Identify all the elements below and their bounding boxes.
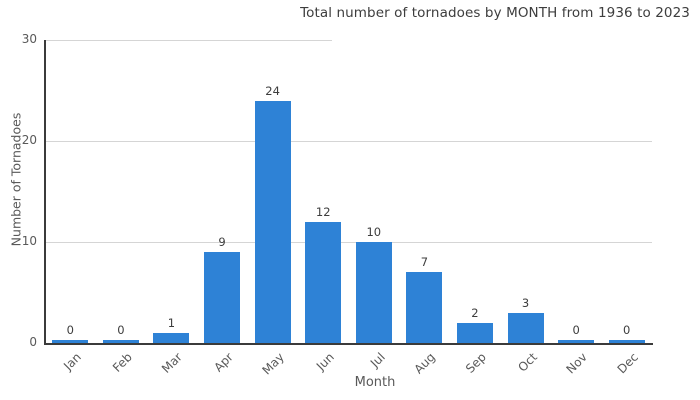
value-label: 0 <box>117 323 125 337</box>
bar-apr <box>204 252 241 343</box>
y-axis-line <box>44 40 46 345</box>
x-tick-label: Feb <box>109 350 135 375</box>
x-tick-label: Dec <box>614 350 641 377</box>
y-tick-label: 0 <box>29 335 37 349</box>
gridline <box>45 141 652 142</box>
x-tick-label: Nov <box>563 350 591 377</box>
x-tick-label: Oct <box>514 350 540 375</box>
x-tick-label: May <box>259 350 287 378</box>
value-label: 3 <box>521 295 530 310</box>
value-label: 0 <box>572 323 580 337</box>
x-tick-label: Apr <box>211 350 236 375</box>
bar-mar <box>153 332 190 343</box>
value-label: 1 <box>167 315 176 330</box>
bar-jun <box>305 221 342 343</box>
x-tick-label: Jun <box>313 350 338 374</box>
bar-nov <box>558 340 595 343</box>
value-label: 0 <box>623 323 631 337</box>
value-label: 24 <box>265 83 280 98</box>
x-axis-line <box>44 343 653 345</box>
x-tick-label: Mar <box>159 350 186 376</box>
value-label: 2 <box>471 305 479 320</box>
value-label: 7 <box>420 255 429 270</box>
value-label: 10 <box>366 225 382 239</box>
bar-feb <box>102 340 139 343</box>
bar-jul <box>355 242 392 343</box>
bar-aug <box>406 272 443 343</box>
bar-jan <box>52 340 89 343</box>
x-tick-label: Jul <box>367 350 388 371</box>
bar-oct <box>507 312 544 343</box>
bar-dec <box>608 340 645 343</box>
value-label: 9 <box>218 235 226 250</box>
chart-title: Total number of tornadoes by MONTH from … <box>300 5 690 21</box>
y-tick-label: 10 <box>21 234 37 248</box>
x-tick-label: Sep <box>462 350 489 376</box>
bar-may <box>254 100 291 343</box>
x-axis-label: Month <box>354 375 396 390</box>
gridline <box>45 242 652 243</box>
y-tick-label: 30 <box>21 32 37 46</box>
value-label: 0 <box>66 323 74 337</box>
bar-sep <box>456 322 493 343</box>
gridline <box>45 40 332 41</box>
value-label: 12 <box>315 204 331 219</box>
x-tick-label: Aug <box>411 350 439 377</box>
y-tick-label: 20 <box>21 133 37 147</box>
x-tick-label: Jan <box>61 350 85 373</box>
